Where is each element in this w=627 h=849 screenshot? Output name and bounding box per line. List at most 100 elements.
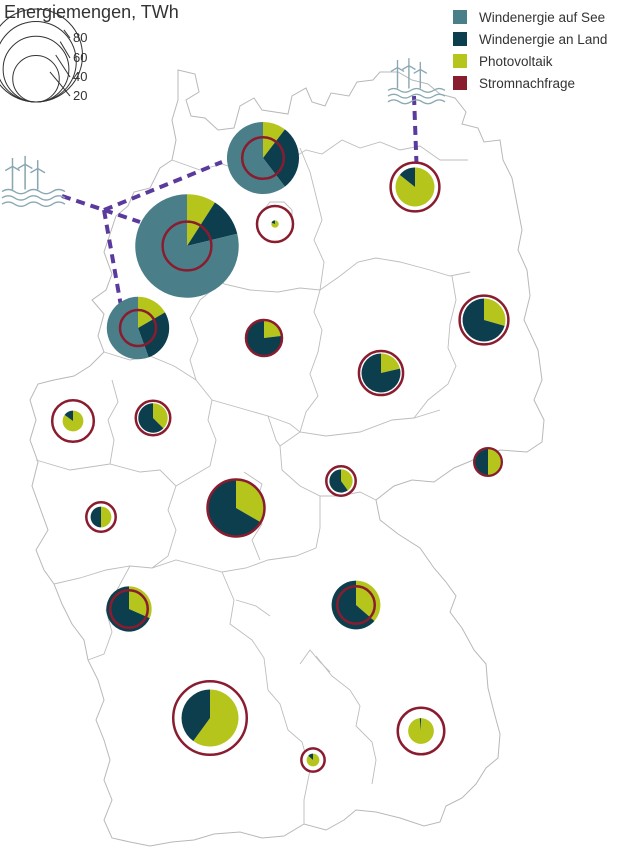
size-legend-circle (2, 35, 70, 103)
legend-swatch (453, 32, 467, 46)
turbine-blade (390, 67, 398, 72)
region-marker (244, 318, 284, 358)
turbine-blade (37, 167, 46, 174)
size-legend-circle (12, 54, 60, 103)
pie-slice (484, 298, 506, 326)
pie-slice (419, 718, 421, 731)
pie-slice (329, 469, 348, 493)
offshore-connection-lines (61, 95, 419, 307)
pie-slice (138, 296, 166, 328)
offshore-connection-line (61, 194, 105, 212)
pie-slice (381, 353, 400, 373)
offshore-connection-line (103, 208, 141, 224)
germany-outline (29, 69, 545, 847)
demand-ring (244, 318, 284, 358)
pie-slice (306, 753, 320, 767)
pie-slice (181, 689, 210, 742)
demand-ring (109, 589, 149, 629)
region-marker (300, 747, 326, 773)
region-marker (85, 501, 117, 533)
pie-slice (138, 403, 164, 433)
region-marker (331, 580, 381, 630)
pie-slice (399, 167, 415, 187)
offshore-connection-line (102, 209, 123, 307)
legend-swatch (453, 54, 467, 68)
legend-label: Photovoltaik (479, 53, 553, 69)
region-marker (134, 399, 172, 437)
legend-item: Windenergie an Land (453, 28, 607, 50)
size-legend-leader (59, 41, 71, 59)
pie-slice (341, 469, 353, 491)
pie-slice (153, 403, 168, 429)
turbine-blade (419, 68, 428, 74)
legend-item: Photovoltaik (453, 50, 607, 72)
turbine-blade (408, 65, 416, 71)
size-legend-label: 80 (73, 30, 87, 45)
region-marker (472, 446, 504, 478)
pie-slice (308, 753, 313, 760)
turbine-water-wave (1, 188, 66, 195)
turbine-water-wave (387, 93, 446, 99)
pie-slice (475, 449, 488, 475)
turbine-blade (397, 67, 405, 72)
region-marker (458, 294, 510, 346)
demand-ring (336, 585, 376, 625)
pie-slice (106, 296, 149, 360)
demand-ring (240, 135, 286, 181)
offshore-connection-line (103, 160, 223, 212)
pie-slice (408, 718, 434, 744)
turbine-water-wave (1, 201, 66, 207)
region-marker (325, 465, 357, 497)
offshore-wind-turbines-icon (1, 155, 66, 207)
offshore-wind-turbines-icon (387, 58, 446, 105)
pie-slice (207, 479, 261, 537)
turbine-water-wave (387, 87, 446, 93)
region-marker (357, 349, 405, 397)
region-markers (50, 121, 510, 773)
pie-slice (106, 586, 150, 632)
size-legend-leader (63, 29, 71, 39)
pie-slice (90, 506, 101, 528)
pie-slice (264, 319, 283, 338)
state-borders (35, 139, 471, 824)
turbine-blade (401, 65, 410, 71)
pie-slice (462, 298, 505, 342)
pie-slice (101, 506, 112, 528)
legend-label: Windenergie an Land (479, 31, 608, 47)
size-legend-label: 20 (73, 88, 87, 103)
region-marker (135, 194, 239, 298)
turbine-water-wave (1, 195, 66, 201)
size-legend-leader (49, 71, 71, 97)
region-marker (396, 706, 446, 756)
pie-slice (64, 410, 73, 421)
pie-slice (135, 194, 239, 298)
turbine-blade (12, 165, 21, 172)
demand-ring (161, 220, 213, 272)
pie-slice (263, 129, 300, 187)
turbine-water-wave (387, 99, 446, 105)
pie-slice (361, 353, 401, 393)
pie-slice (395, 167, 435, 207)
size-legend-leader (55, 54, 71, 78)
region-marker (389, 161, 441, 213)
region-marker (206, 478, 266, 538)
demand-ring (206, 478, 266, 538)
size-legend-label: 60 (73, 50, 87, 65)
region-marker (106, 586, 152, 632)
size-legend: 80 60 40 20 (0, 8, 87, 103)
turbine-blade (4, 165, 13, 172)
size-legend-label: 40 (73, 69, 87, 84)
demand-ring (118, 308, 158, 348)
legend-swatch (453, 10, 467, 24)
pie-slice (245, 319, 283, 357)
turbine-blade (17, 163, 26, 170)
pie-slice (271, 220, 275, 224)
turbine-blade (30, 167, 39, 174)
pie-slice (187, 194, 215, 246)
pie-slice (488, 449, 501, 475)
region-marker (106, 296, 170, 360)
region-marker (255, 204, 295, 244)
legend-label: Stromnachfrage (479, 75, 576, 91)
legend-label: Windenergie auf See (479, 9, 606, 25)
